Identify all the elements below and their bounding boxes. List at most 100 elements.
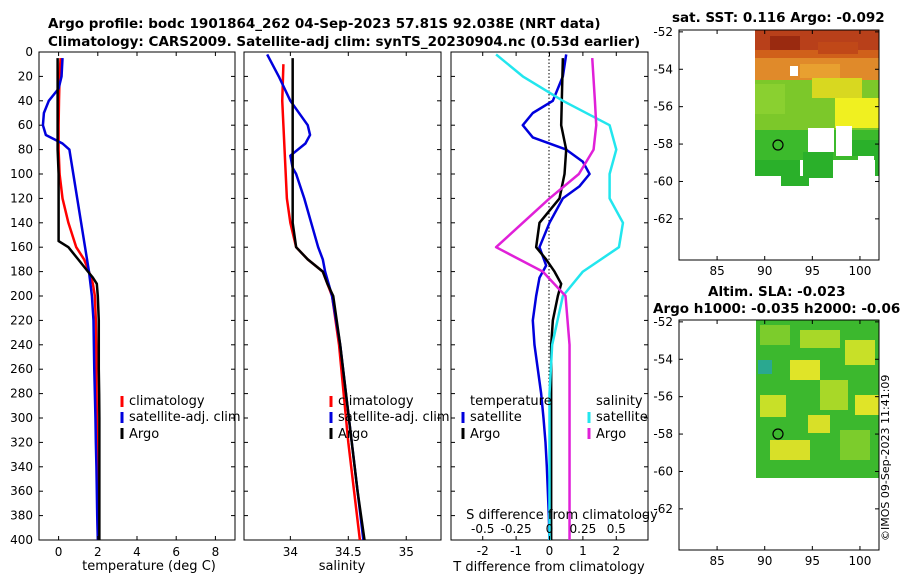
- x-axes: 0 2 4 6 8 34 34.5 35 -2 -1 0 1 2 -0.5 -0.25 0 0.25 0.5: [55, 52, 626, 559]
- series-line-satellite-adj-clim: [266, 53, 365, 540]
- x-tick-label: 35: [399, 545, 414, 559]
- legend-label-argo: Argo: [129, 427, 159, 442]
- salinity-xlabel: salinity: [319, 559, 366, 574]
- depth-tick-label: 120: [10, 191, 33, 205]
- depth-tick-label: 40: [18, 94, 33, 108]
- x-tick-label: 6: [172, 545, 180, 559]
- sdiff-xlabel: S difference from climatology: [466, 508, 658, 523]
- depth-tick-label: 140: [10, 216, 33, 230]
- salinity-axes: [243, 51, 442, 541]
- series-line-salinity-satellite: [495, 53, 625, 540]
- x-tick-label: 4: [133, 545, 141, 559]
- depth-tick-label: 320: [10, 435, 33, 449]
- x-tick-label: -1: [510, 544, 522, 558]
- depth-tick-label: 100: [10, 167, 33, 181]
- footer-timestamp: ©IMOS 09-Sep-2023 11:41:09: [879, 375, 892, 541]
- map-y-tick-label: -54: [653, 62, 673, 76]
- legend-label-sal-satellite: satellite: [596, 410, 648, 425]
- sst-map-title: sat. SST: 0.116 Argo: -0.092: [672, 10, 885, 26]
- sst-map: [679, 30, 879, 260]
- series-line-temperature-argo: [534, 58, 568, 540]
- depth-axis: 0 20 40 60 80 100 120 140 160 180 200 220 240 260 280 3…: [10, 45, 648, 547]
- depth-tick-label: 260: [10, 362, 33, 376]
- series-line-salinity-argo: [494, 58, 598, 540]
- legend-label-temp-argo: Argo: [470, 427, 500, 442]
- x-tick-label: 1: [579, 544, 587, 558]
- depth-tick-label: 60: [18, 118, 33, 132]
- depth-tick-label: 380: [10, 509, 33, 523]
- x-tick-label: 0: [55, 545, 63, 559]
- map-y-tick-label: -52: [653, 315, 673, 329]
- sst-map-frame: [678, 29, 880, 261]
- depth-tick-label: 340: [10, 460, 33, 474]
- sst-argo-marker: [772, 139, 784, 151]
- difference-legend: temperature satellite Argo salinity sate…: [461, 394, 648, 442]
- legend-label-climatology: climatology: [338, 394, 414, 409]
- x-tick-label: 34.5: [335, 545, 362, 559]
- legend-title-salinity: salinity: [596, 394, 643, 409]
- map-x-tick-label: 100: [848, 554, 871, 568]
- x2-tick-label: -0.25: [501, 522, 532, 536]
- depth-tick-label: 220: [10, 313, 33, 327]
- temperature-axes: [38, 51, 236, 541]
- legend-label-satellite: satellite-adj. clim: [129, 410, 241, 425]
- legend-label-argo: Argo: [338, 427, 368, 442]
- x2-tick-label: 0.25: [570, 522, 597, 536]
- x-tick-label: 34: [283, 545, 298, 559]
- depth-tick-label: 240: [10, 338, 33, 352]
- map-x-tick-label: 95: [805, 554, 820, 568]
- map-x-tick-label: 90: [757, 554, 772, 568]
- legend-title-temperature: temperature: [470, 394, 552, 409]
- title-line-2: Climatology: CARS2009. Satellite-adj cli…: [48, 34, 640, 50]
- depth-tick-label: 160: [10, 240, 33, 254]
- map-y-tick-label: -60: [653, 174, 673, 188]
- series-line-satellite-adj-clim: [41, 58, 100, 540]
- sla-map-frame: [678, 319, 880, 551]
- map-y-tick-label: -62: [653, 212, 673, 226]
- sst-map-axes: 85 90 95 100 -52 -54 -56 -58 -60 -62: [653, 25, 879, 278]
- legend-label-climatology: climatology: [129, 394, 205, 409]
- depth-tick-label: 180: [10, 265, 33, 279]
- x2-tick-label: 0: [546, 522, 554, 536]
- legend-label-satellite: satellite-adj. clim: [338, 410, 450, 425]
- map-y-tick-label: -62: [653, 502, 673, 516]
- x-tick-label: -2: [477, 544, 489, 558]
- depth-tick-label: 200: [10, 289, 33, 303]
- map-x-tick-label: 85: [709, 264, 724, 278]
- depth-tick-label: 300: [10, 411, 33, 425]
- depth-tick-label: 280: [10, 387, 33, 401]
- map-x-tick-label: 90: [757, 264, 772, 278]
- legend-label-sal-argo: Argo: [596, 427, 626, 442]
- map-x-tick-label: 85: [709, 554, 724, 568]
- difference-plot: [494, 53, 625, 540]
- x-tick-label: 0: [546, 544, 554, 558]
- map-y-tick-label: -52: [653, 25, 673, 39]
- map-y-tick-label: -56: [653, 100, 673, 114]
- sla-map-title-1: Altim. SLA: -0.023: [708, 284, 845, 300]
- x2-tick-label: -0.5: [471, 522, 494, 536]
- map-y-tick-label: -60: [653, 464, 673, 478]
- series-line-argo: [291, 58, 366, 540]
- map-y-tick-label: -56: [653, 390, 673, 404]
- depth-tick-label: 80: [18, 143, 33, 157]
- sla-map-title-2: Argo h1000: -0.035 h2000: -0.062: [653, 301, 900, 317]
- series-line-temperature-satellite: [521, 54, 591, 540]
- x-tick-label: 8: [212, 545, 220, 559]
- salinity-legend: climatology satellite-adj. clim Argo: [329, 394, 450, 442]
- depth-tick-label: 360: [10, 484, 33, 498]
- temperature-legend: climatology satellite-adj. clim Argo: [120, 394, 241, 442]
- map-x-tick-label: 100: [848, 264, 871, 278]
- legend-label-temp-satellite: satellite: [470, 410, 522, 425]
- sla-map-axes: 85 90 95 100 -52 -54 -56 -58 -60 -62: [653, 315, 879, 568]
- temperature-plot: [41, 58, 101, 540]
- map-y-tick-label: -58: [653, 427, 673, 441]
- map-x-tick-label: 95: [805, 264, 820, 278]
- title-line-1: Argo profile: bodc 1901864_262 04-Sep-20…: [48, 16, 601, 32]
- salinity-plot: [266, 53, 366, 540]
- depth-tick-label: 0: [25, 45, 33, 59]
- x-tick-label: 2: [94, 545, 102, 559]
- depth-tick-label: 20: [18, 69, 33, 83]
- sla-argo-marker: [772, 428, 784, 440]
- x2-tick-label: 0.5: [607, 522, 626, 536]
